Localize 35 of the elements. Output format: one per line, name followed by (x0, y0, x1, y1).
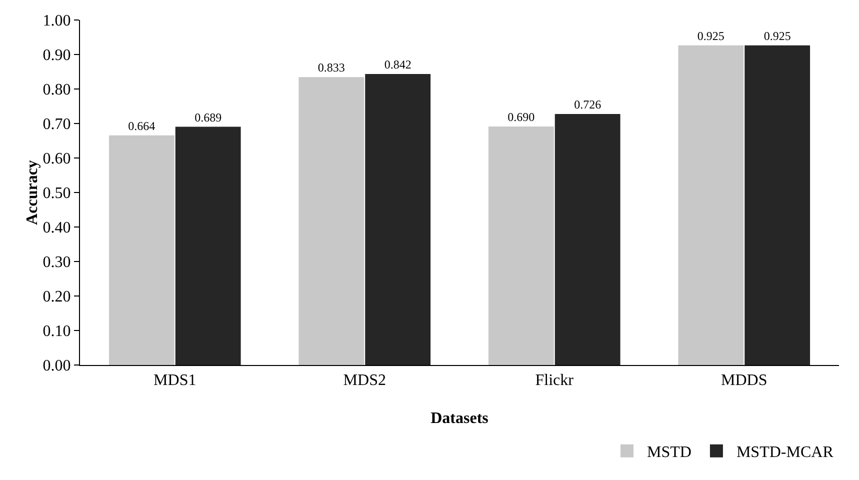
legend-label: MSTD-MCAR (736, 444, 834, 462)
y-tick-label: 0.10 (42, 323, 71, 340)
y-tick-label: 0.90 (42, 47, 71, 64)
y-tick-label: 1.00 (42, 12, 71, 30)
text: 0.689 (194, 110, 222, 124)
x-tick-label: Flickr (535, 372, 574, 390)
x-tick-label: MDS2 (343, 372, 386, 390)
x-tick-label: MDS1 (154, 372, 196, 390)
bar (554, 114, 620, 365)
text: 0.690 (508, 110, 535, 124)
y-tick-label: 0.00 (42, 358, 71, 375)
text: 0.925 (764, 28, 791, 43)
y-tick-label: 0.40 (42, 220, 71, 237)
text: 0.664 (128, 118, 156, 133)
y-tick-label: 0.60 (42, 150, 71, 168)
y-axis-title: Accuracy (24, 160, 41, 225)
y-tick-label: 0.80 (42, 82, 71, 99)
text: 0.726 (574, 98, 602, 112)
bar (744, 45, 810, 365)
y-tick-label: 0.20 (42, 288, 71, 306)
bar (488, 126, 554, 365)
text: 0.842 (384, 58, 412, 72)
text: 0.925 (697, 28, 724, 43)
x-tick-label: MDDS (721, 372, 768, 390)
bar (175, 126, 241, 365)
text: 0.833 (318, 60, 345, 75)
legend-label: MSTD (647, 444, 692, 462)
bar (678, 45, 744, 365)
y-tick-label: 0.70 (42, 116, 71, 134)
y-tick-label: 0.50 (42, 185, 71, 202)
bar (365, 74, 431, 365)
bar (108, 135, 174, 365)
y-tick-label: 0.30 (42, 254, 71, 272)
x-axis-title: Datasets (430, 410, 488, 427)
bar (298, 77, 364, 365)
